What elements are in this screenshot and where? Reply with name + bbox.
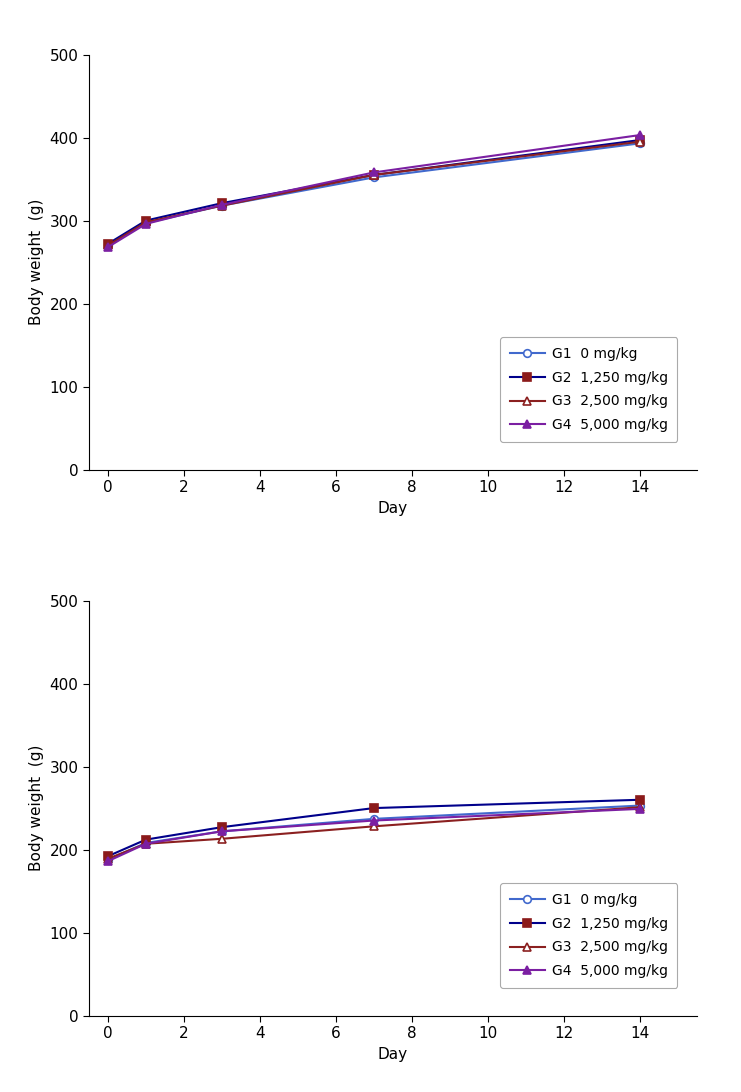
G3  2,500 mg/kg [635,800,644,814]
G3  2,500 mg/kg [142,838,150,851]
G2  1,250 mg/kg [217,197,226,210]
G2  1,250 mg/kg [142,833,150,846]
Line: G3  2,500 mg/kg: G3 2,500 mg/kg [104,804,643,863]
Line: G3  2,500 mg/kg: G3 2,500 mg/kg [104,138,643,249]
Line: G1  0 mg/kg: G1 0 mg/kg [104,802,643,864]
Y-axis label: Body weight  (g): Body weight (g) [29,745,44,871]
G4  5,000 mg/kg [142,217,150,230]
G1  0 mg/kg [635,799,644,812]
Line: G2  1,250 mg/kg: G2 1,250 mg/kg [104,796,643,860]
G2  1,250 mg/kg [635,793,644,806]
G3  2,500 mg/kg [142,216,150,229]
G3  2,500 mg/kg [369,820,378,833]
G4  5,000 mg/kg [104,855,113,868]
G1  0 mg/kg [142,216,150,229]
Line: G2  1,250 mg/kg: G2 1,250 mg/kg [104,136,643,248]
G2  1,250 mg/kg [104,850,113,863]
X-axis label: Day: Day [378,500,408,515]
X-axis label: Day: Day [378,1046,408,1061]
Y-axis label: Body weight  (g): Body weight (g) [29,199,44,325]
G4  5,000 mg/kg [635,129,644,142]
G1  0 mg/kg [217,824,226,838]
G2  1,250 mg/kg [142,214,150,227]
G1  0 mg/kg [104,239,113,252]
G4  5,000 mg/kg [369,814,378,827]
G3  2,500 mg/kg [217,832,226,845]
G4  5,000 mg/kg [104,240,113,253]
G2  1,250 mg/kg [217,820,226,833]
G3  2,500 mg/kg [104,852,113,865]
G4  5,000 mg/kg [635,803,644,816]
G1  0 mg/kg [104,853,113,866]
G2  1,250 mg/kg [635,133,644,146]
G2  1,250 mg/kg [369,802,378,815]
G4  5,000 mg/kg [142,838,150,851]
G3  2,500 mg/kg [635,135,644,149]
G3  2,500 mg/kg [104,239,113,252]
Legend: G1  0 mg/kg, G2  1,250 mg/kg, G3  2,500 mg/kg, G4  5,000 mg/kg: G1 0 mg/kg, G2 1,250 mg/kg, G3 2,500 mg/… [500,883,677,988]
Line: G4  5,000 mg/kg: G4 5,000 mg/kg [104,805,643,865]
G1  0 mg/kg [369,170,378,183]
G2  1,250 mg/kg [369,168,378,181]
G1  0 mg/kg [369,812,378,826]
G4  5,000 mg/kg [217,199,226,212]
G1  0 mg/kg [635,136,644,150]
G4  5,000 mg/kg [217,824,226,838]
G3  2,500 mg/kg [217,199,226,212]
G1  0 mg/kg [142,836,150,850]
G3  2,500 mg/kg [369,168,378,181]
G1  0 mg/kg [217,199,226,212]
Line: G4  5,000 mg/kg: G4 5,000 mg/kg [104,131,643,251]
G2  1,250 mg/kg [104,237,113,250]
Legend: G1  0 mg/kg, G2  1,250 mg/kg, G3  2,500 mg/kg, G4  5,000 mg/kg: G1 0 mg/kg, G2 1,250 mg/kg, G3 2,500 mg/… [500,337,677,442]
G4  5,000 mg/kg [369,166,378,179]
Line: G1  0 mg/kg: G1 0 mg/kg [104,140,643,249]
